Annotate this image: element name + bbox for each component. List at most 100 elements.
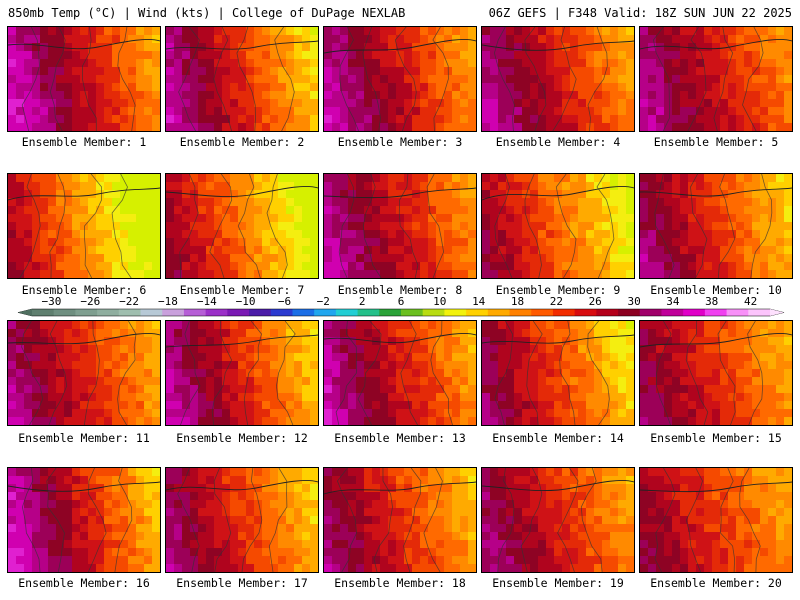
contour-line [655, 321, 672, 425]
temperature-field [640, 174, 792, 278]
header-title-right: 06Z GEFS | F348 Valid: 18Z SUN JUN 22 20… [488, 6, 792, 20]
temperature-field [640, 468, 792, 572]
temperature-field [482, 27, 634, 131]
colorbar-tick: −6 [277, 295, 292, 308]
contour-line [338, 174, 355, 278]
contour-line [213, 468, 232, 572]
contour-line [236, 27, 256, 131]
contour-line [493, 27, 515, 131]
contour-line [81, 27, 97, 131]
contour-line [83, 321, 100, 425]
temperature-field [324, 27, 476, 131]
colorbar-swatch [487, 309, 510, 316]
ensemble-member-map [7, 26, 161, 132]
ensemble-member-label: Ensemble Member: 20 [650, 576, 782, 590]
boundary-line [640, 187, 792, 197]
ensemble-member-label: Ensemble Member: 9 [495, 283, 621, 297]
colorbar-swatch [596, 309, 619, 316]
boundary-line [482, 185, 634, 201]
contour-line [654, 174, 675, 278]
ensemble-member-label: Ensemble Member: 16 [18, 576, 150, 590]
colorbar-swatch [314, 309, 337, 316]
contour-line [713, 27, 734, 131]
ensemble-member-map [639, 467, 793, 573]
contour-line [687, 27, 707, 131]
contour-line [275, 321, 296, 425]
contour-line [49, 27, 66, 131]
colorbar-swatch [75, 309, 98, 316]
contour-line [335, 321, 357, 425]
temperature-field [8, 174, 160, 278]
ensemble-member-label: Ensemble Member: 13 [334, 431, 466, 445]
ensemble-member-map [165, 467, 319, 573]
colorbar-swatch [32, 309, 55, 316]
boundary-line [482, 40, 634, 51]
ensemble-member-label: Ensemble Member: 17 [176, 576, 308, 590]
ensemble-member-label: Ensemble Member: 8 [337, 283, 463, 297]
ensemble-member-map [165, 173, 319, 279]
contour-line [21, 27, 40, 131]
contour-line [84, 174, 103, 278]
contour-line [520, 468, 543, 572]
temperature-colorbar [17, 308, 785, 317]
ensemble-member-label: Ensemble Member: 18 [334, 576, 466, 590]
contour-line [339, 27, 359, 131]
contour-line [48, 321, 68, 425]
contour-line [237, 174, 261, 278]
contour-line [654, 468, 676, 572]
colorbar-tick: −2 [316, 295, 330, 308]
colorbar-swatch [53, 309, 76, 316]
contour-line [739, 468, 761, 572]
ensemble-member-map [639, 173, 793, 279]
temperature-field [324, 174, 476, 278]
contour-line [552, 27, 577, 131]
contour-line [19, 174, 41, 278]
colorbar-tick: 34 [666, 295, 680, 308]
ensemble-member-label: Ensemble Member: 4 [495, 135, 621, 149]
contour-line [117, 321, 137, 425]
contour-line [177, 468, 200, 572]
ensemble-member-map [165, 320, 319, 426]
contour-line [180, 321, 201, 425]
contour-line [362, 174, 382, 278]
colorbar-swatch [162, 309, 185, 316]
boundary-line [640, 481, 792, 493]
colorbar-swatch [270, 309, 293, 316]
boundary-line [640, 38, 792, 50]
colorbar-tick: 42 [743, 295, 758, 308]
contour-line [241, 468, 263, 572]
colorbar-tick: −10 [235, 295, 256, 308]
contour-line [652, 27, 670, 131]
contour-line [720, 468, 736, 572]
contour-line [21, 468, 41, 572]
colorbar-tick: 2 [358, 295, 366, 308]
colorbar-swatch [97, 309, 120, 316]
contour-line [494, 321, 513, 425]
colorbar-tick: 6 [397, 295, 405, 308]
boundary-line [166, 185, 318, 198]
colorbar-swatch [683, 309, 706, 316]
contour-line [717, 321, 736, 425]
colorbar-swatch [379, 309, 402, 316]
ensemble-member-label: Ensemble Member: 19 [492, 576, 624, 590]
contour-line [685, 321, 709, 425]
ensemble-member-map [323, 320, 477, 426]
ensemble-member-map [639, 320, 793, 426]
contour-line [179, 174, 199, 278]
colorbar-tick: 30 [627, 295, 641, 308]
colorbar-swatch [704, 309, 727, 316]
contour-line [430, 321, 453, 425]
ensemble-member-label: Ensemble Member: 15 [650, 431, 782, 445]
colorbar-tick: −14 [196, 295, 217, 308]
ensemble-member-map [323, 467, 477, 573]
ensemble-member-map [7, 173, 161, 279]
contour-line [524, 27, 547, 131]
colorbar-swatch [574, 309, 597, 316]
ensemble-member-map [7, 320, 161, 426]
colorbar-swatch [531, 309, 554, 316]
colorbar-tick: 22 [549, 295, 564, 308]
ensemble-member-map [323, 26, 477, 132]
colorbar-swatch [401, 309, 424, 316]
ensemble-member-label: Ensemble Member: 14 [492, 431, 624, 445]
temperature-field [482, 468, 634, 572]
